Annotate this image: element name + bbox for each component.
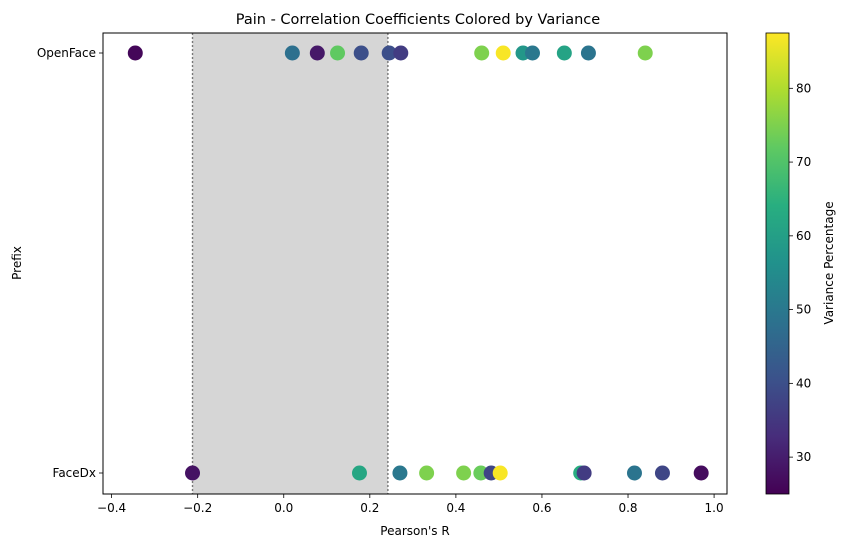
- x-axis-label: Pearson's R: [380, 524, 449, 538]
- colorbar-tick-label: 30: [796, 450, 811, 464]
- data-point: [524, 45, 540, 61]
- plot-frame: [102, 32, 728, 495]
- data-point: [393, 45, 409, 61]
- shaded-band: [192, 33, 388, 494]
- y-tick-label: OpenFace: [37, 46, 96, 60]
- shaded-band-layer: [191, 33, 389, 494]
- data-point: [474, 45, 490, 61]
- data-point: [309, 45, 325, 61]
- data-point: [419, 465, 435, 481]
- colorbar: [765, 32, 790, 495]
- data-point: [353, 45, 369, 61]
- data-point: [381, 45, 397, 61]
- colorbar-label: Variance Percentage: [822, 201, 836, 324]
- x-tick-label: 0.4: [446, 501, 465, 515]
- colorbar-tick-label: 60: [796, 229, 811, 243]
- data-point: [495, 45, 511, 61]
- data-point: [392, 465, 408, 481]
- chart-title: Pain - Correlation Coefficients Colored …: [236, 12, 600, 28]
- data-point: [654, 465, 670, 481]
- x-tick-label: 0.2: [360, 501, 379, 515]
- data-point: [626, 465, 642, 481]
- data-point: [456, 465, 472, 481]
- colorbar-tick-label: 80: [796, 81, 811, 95]
- y-axis-ticks: FaceDx OpenFace: [37, 46, 103, 480]
- data-point: [284, 45, 300, 61]
- x-tick-label: −0.4: [97, 501, 126, 515]
- data-point: [351, 465, 367, 481]
- data-point: [185, 465, 201, 481]
- colorbar-tick-label: 70: [796, 155, 811, 169]
- x-tick-label: 0.0: [274, 501, 293, 515]
- y-tick-label: FaceDx: [53, 466, 96, 480]
- x-axis-ticks: −0.4 −0.2 0.0 0.2 0.4 0.6 0.8 1.0: [97, 494, 724, 515]
- data-point: [693, 465, 709, 481]
- colorbar-tick-label: 50: [796, 303, 811, 317]
- data-point: [473, 465, 489, 481]
- data-point: [556, 45, 572, 61]
- scatter-points: [127, 45, 709, 481]
- y-axis-label: Prefix: [10, 246, 24, 280]
- x-tick-label: 0.8: [618, 501, 637, 515]
- x-tick-label: 1.0: [705, 501, 724, 515]
- data-point: [492, 465, 508, 481]
- data-point: [637, 45, 653, 61]
- colorbar-ticks: 30 40 50 60 70 80: [789, 81, 811, 464]
- data-point: [127, 45, 143, 61]
- colorbar-tick-label: 40: [796, 376, 811, 390]
- x-tick-label: 0.6: [532, 501, 551, 515]
- data-point: [576, 465, 592, 481]
- data-point: [330, 45, 346, 61]
- x-tick-label: −0.2: [183, 501, 212, 515]
- data-point: [580, 45, 596, 61]
